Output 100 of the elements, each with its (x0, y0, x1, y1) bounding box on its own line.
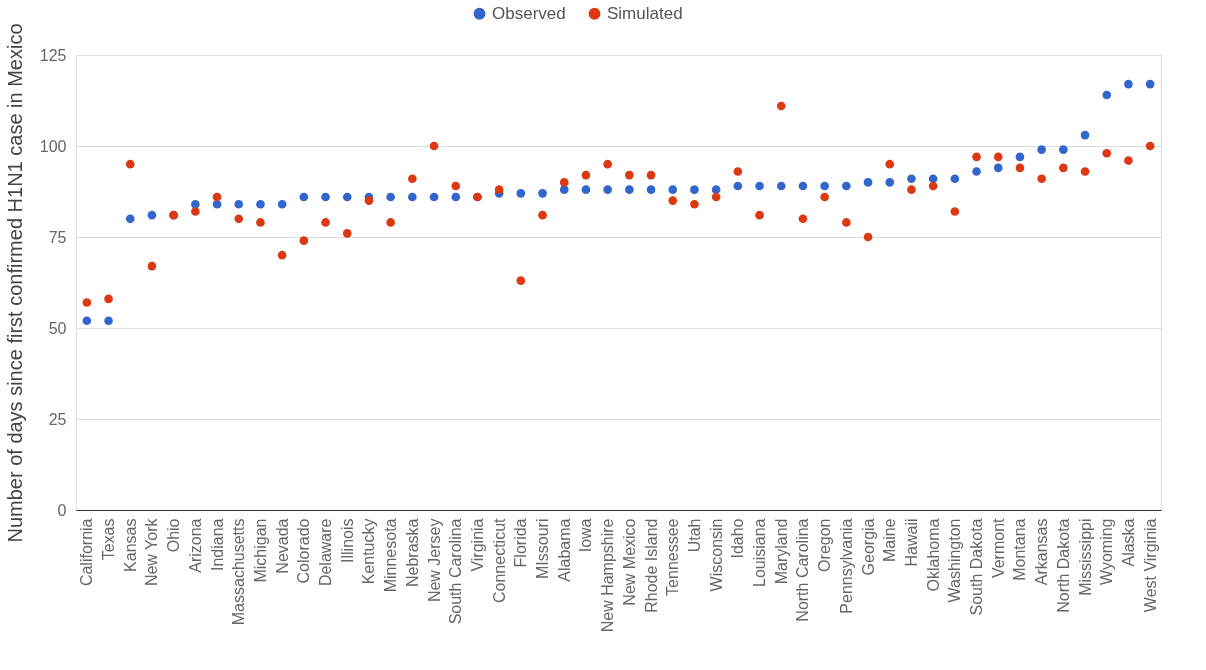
x-tick-label: North Dakota (1054, 518, 1072, 613)
x-tick-label: Colorado (295, 518, 313, 584)
point (907, 174, 916, 184)
x-tick-label: Utah (685, 518, 703, 553)
point (386, 218, 395, 227)
x-tick-label: Idaho (729, 518, 747, 559)
point (690, 185, 699, 194)
x-tick-label: Minnesota (382, 518, 400, 593)
point (277, 199, 287, 209)
x-tick-label: MIssouri (534, 518, 552, 579)
point (451, 181, 461, 191)
point (342, 192, 352, 202)
x-tick-label: Arizona (186, 518, 204, 573)
point (516, 276, 526, 285)
point (950, 174, 960, 184)
point (82, 316, 92, 326)
point (256, 218, 265, 227)
point (907, 185, 916, 194)
x-tick-label: Wisconsin (707, 518, 725, 592)
legend-label: Simulated (607, 3, 683, 23)
x-tick-label: New Hampshire (599, 518, 617, 633)
point (147, 210, 157, 220)
point (429, 192, 439, 202)
legend-label: Observed (492, 3, 566, 23)
point (711, 185, 721, 194)
point (559, 185, 569, 194)
point (820, 192, 829, 202)
point (538, 210, 547, 220)
x-tick-label: New Mexico (620, 518, 638, 606)
point (386, 192, 395, 202)
point (1102, 90, 1112, 100)
x-tick-label: Montana (1011, 518, 1029, 581)
point (798, 214, 808, 224)
point (646, 185, 656, 194)
point (928, 181, 938, 191)
point (885, 178, 895, 187)
point (733, 181, 743, 191)
point (1037, 174, 1046, 184)
point (863, 178, 873, 187)
point (342, 229, 352, 238)
point (625, 185, 634, 194)
x-tick-label: Illinois (338, 518, 356, 563)
point (581, 185, 591, 194)
x-tick-label: South Carolina (447, 518, 465, 625)
point (690, 199, 699, 209)
point (711, 192, 721, 202)
x-tick-label: Maine (881, 518, 899, 563)
point (1102, 148, 1112, 158)
x-tick-label: California (78, 518, 96, 587)
x-tick-label: Kansas (121, 518, 139, 572)
point (147, 261, 157, 271)
point (256, 199, 265, 209)
point (104, 316, 113, 326)
x-tick-label: Texas (100, 518, 118, 561)
point (125, 214, 135, 224)
point (972, 167, 981, 176)
y-tick-label: 0 (57, 501, 67, 519)
x-tick-label: North Carolina (794, 518, 812, 622)
x-tick-label: Mississippi (1076, 518, 1094, 596)
x-tick-label: Arkansas (1033, 518, 1051, 586)
x-tick-label: Washington (946, 518, 964, 603)
x-tick-label: Maryland (772, 518, 790, 585)
point (1080, 130, 1090, 140)
point (1059, 145, 1068, 154)
point (755, 181, 764, 191)
point (191, 199, 200, 209)
y-tick-label: 125 (39, 46, 67, 64)
x-tick-label: Michigan (251, 518, 269, 583)
point (668, 185, 678, 194)
x-tick-label: Nebraska (403, 518, 421, 587)
x-tick-label: West Virginia (1141, 518, 1159, 613)
point (972, 152, 981, 162)
point (950, 207, 960, 216)
point (842, 181, 851, 191)
x-tick-label: Hawaii (902, 518, 920, 567)
point (516, 189, 526, 198)
point (798, 181, 808, 191)
point (408, 192, 417, 202)
point (993, 163, 1003, 173)
point (776, 181, 786, 191)
point (842, 218, 851, 227)
x-tick-label: Iowa (577, 518, 595, 553)
x-tick-label: New Jersey (425, 518, 443, 603)
x-tick-label: Rhode Island (642, 518, 660, 613)
point (1124, 79, 1133, 89)
point (733, 167, 743, 176)
point (993, 152, 1003, 162)
point (538, 189, 547, 198)
y-axis-title: Number of days since first confirmed H1N1 case in Mexico (3, 23, 26, 543)
point (603, 185, 612, 194)
x-tick-label: Connecticut (490, 517, 508, 603)
point (1080, 167, 1090, 176)
point (299, 236, 309, 245)
point (1059, 163, 1068, 173)
point (234, 199, 244, 209)
y-tick-label: 100 (39, 137, 67, 155)
x-tick-label: Wyoming (1098, 518, 1116, 586)
x-tick-label: Georgia (859, 518, 877, 576)
point (451, 192, 461, 202)
point (581, 170, 591, 180)
